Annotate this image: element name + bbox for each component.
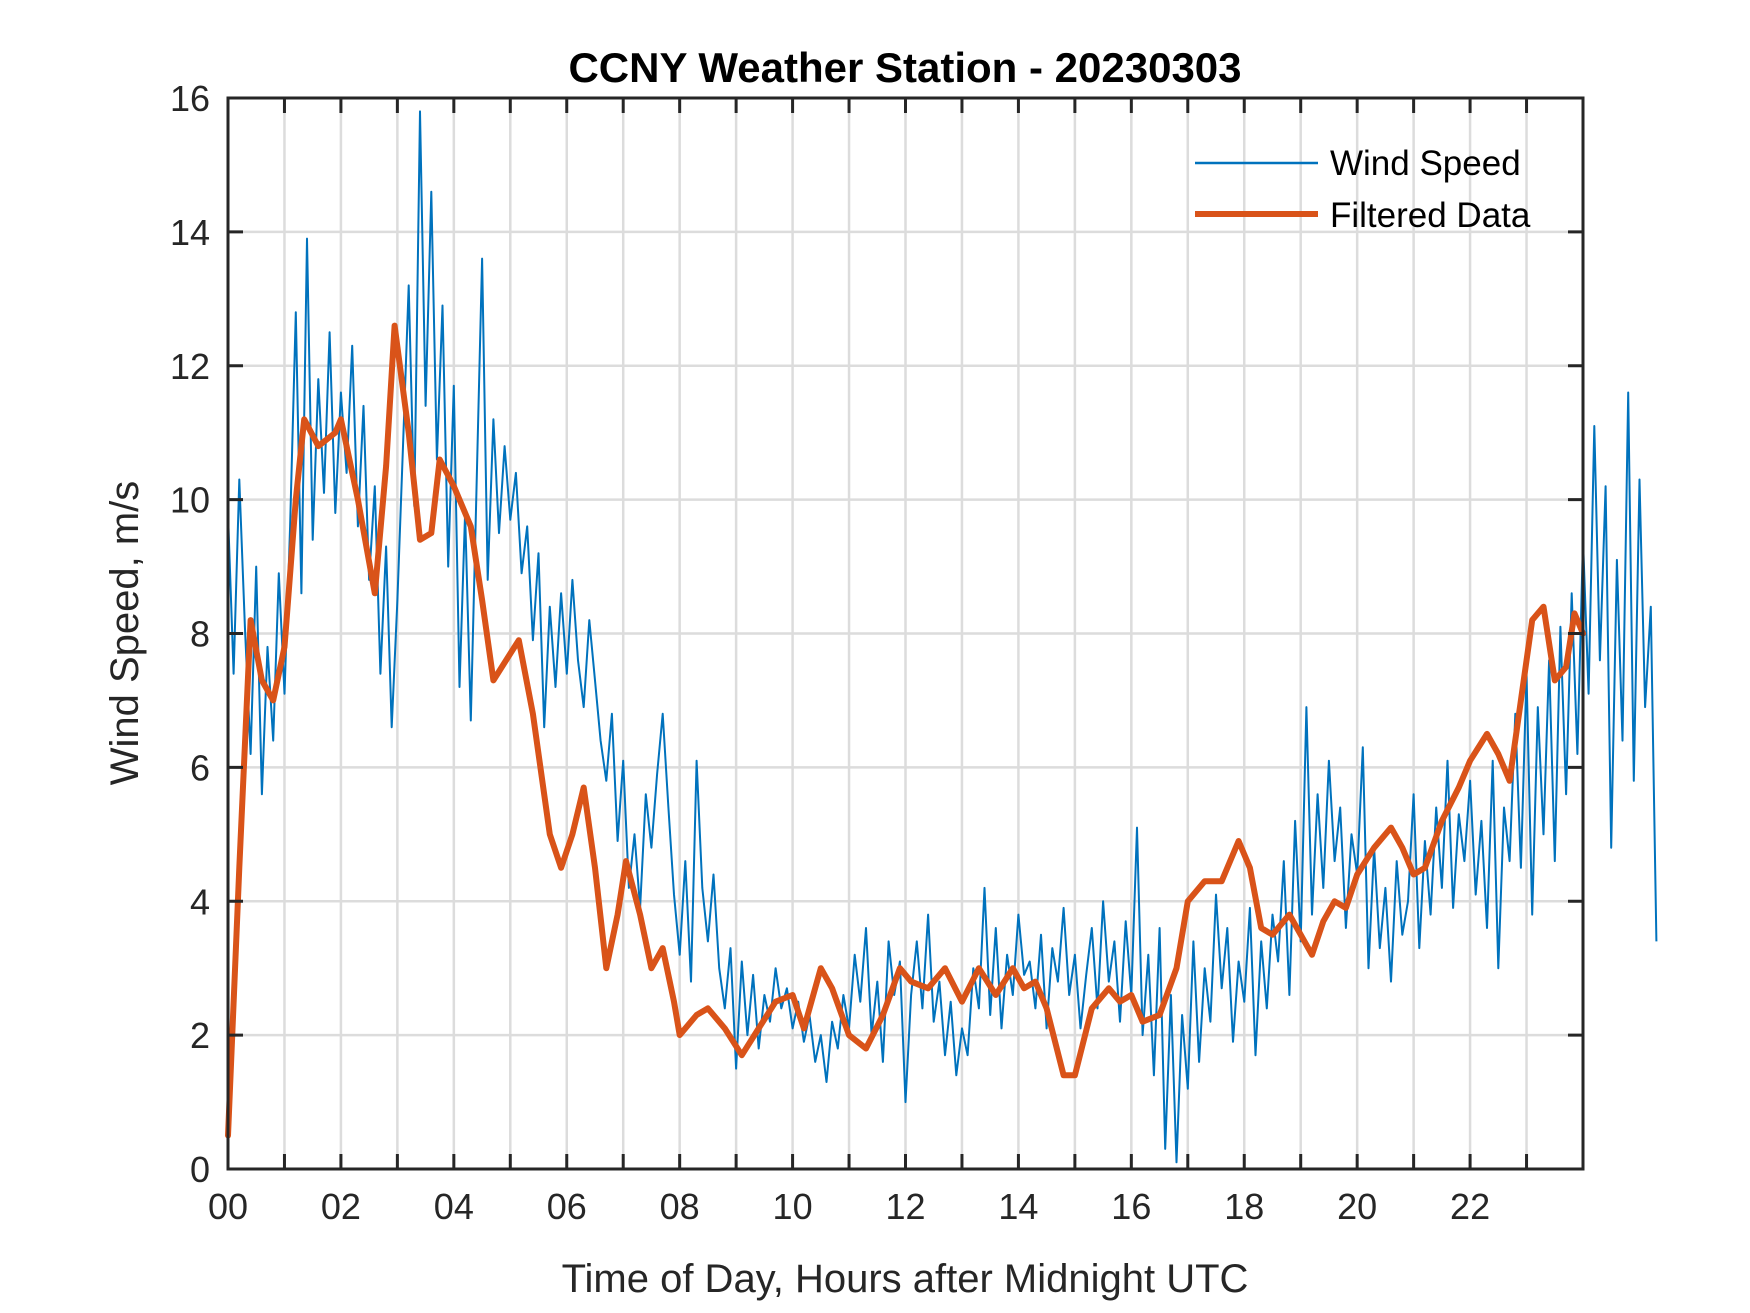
- x-tick-label: 18: [1224, 1186, 1264, 1227]
- x-tick-label: 08: [660, 1186, 700, 1227]
- y-tick-label: 0: [190, 1149, 210, 1190]
- axes: [226, 96, 1585, 1171]
- x-tick-label: 00: [208, 1186, 248, 1227]
- x-axis-label: Time of Day, Hours after Midnight UTC: [562, 1257, 1249, 1301]
- chart-title: CCNY Weather Station - 20230303: [568, 44, 1241, 91]
- x-tick-label: 16: [1111, 1186, 1151, 1227]
- legend: Wind Speed Filtered Data: [1195, 144, 1531, 235]
- wind-speed-line: [227, 110, 1658, 1164]
- filtered-data-series: [225, 322, 1586, 1139]
- y-tick-label: 12: [170, 346, 210, 387]
- x-tick-label: 14: [998, 1186, 1038, 1227]
- y-tick-label: 16: [170, 78, 210, 119]
- y-tick-label: 4: [190, 881, 210, 922]
- legend-filtered-data-label: Filtered Data: [1330, 196, 1531, 235]
- x-tick-label: 10: [773, 1186, 813, 1227]
- y-tick-label: 2: [190, 1015, 210, 1056]
- x-tick-label: 06: [547, 1186, 587, 1227]
- y-tick-label: 10: [170, 480, 210, 521]
- y-tick-label: 6: [190, 747, 210, 788]
- grid: [228, 98, 1583, 1169]
- filtered-data-line: [225, 322, 1586, 1139]
- x-tick-label: 12: [885, 1186, 925, 1227]
- legend-wind-speed-label: Wind Speed: [1330, 144, 1521, 183]
- y-tick-label: 8: [190, 614, 210, 655]
- x-tick-label: 20: [1337, 1186, 1377, 1227]
- x-tick-label: 22: [1450, 1186, 1490, 1227]
- x-tick-label: 04: [434, 1186, 474, 1227]
- x-tick-label: 02: [321, 1186, 361, 1227]
- wind-speed-series: [227, 110, 1658, 1164]
- y-tick-label: 14: [170, 212, 210, 253]
- y-axis-label: Wind Speed, m/s: [103, 481, 147, 786]
